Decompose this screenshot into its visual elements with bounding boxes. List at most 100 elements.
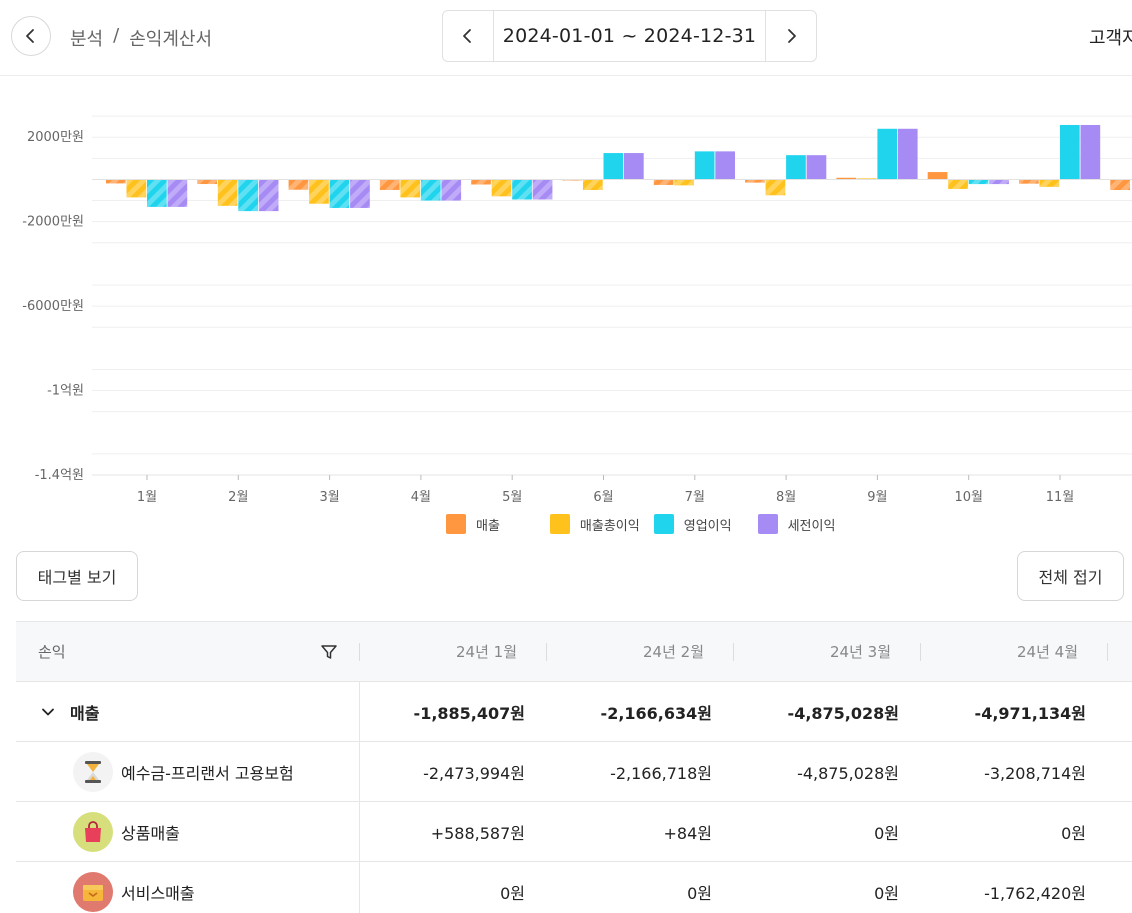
bar-pattern xyxy=(765,179,786,196)
value-cell: 0원 xyxy=(1061,823,1086,843)
header-cell-account: 손익 xyxy=(16,622,360,681)
breadcrumb-analysis[interactable]: 분석 xyxy=(70,29,104,50)
x-tick-label: 2월 xyxy=(228,490,248,505)
previous-period-button[interactable] xyxy=(443,11,494,61)
legend-item-pretax-profit[interactable]: 세전이익 xyxy=(757,514,836,534)
header-cell-month[interactable]: 24년 1월 xyxy=(360,622,547,681)
bar-pattern xyxy=(745,179,765,183)
bar-pattern xyxy=(309,179,329,204)
group-cell: 매출 xyxy=(16,682,360,741)
chart-legend: 매출 매출총이익 영업이익 세전이익 xyxy=(446,514,849,534)
y-tick-label: -1.4억원 xyxy=(35,468,84,483)
bar-1-8[interactable] xyxy=(856,178,877,180)
bar-3-10[interactable] xyxy=(1080,124,1101,180)
x-tick-label: 1월 xyxy=(137,490,157,505)
filter-icon[interactable] xyxy=(320,643,338,661)
bar-3-6[interactable] xyxy=(715,151,735,180)
bar-3-8[interactable] xyxy=(897,128,918,180)
x-tick-label: 3월 xyxy=(319,490,339,505)
bar-0-9[interactable] xyxy=(927,172,948,180)
bar-0-8[interactable] xyxy=(836,177,857,180)
bar-pattern xyxy=(674,179,694,186)
header-cell-month[interactable]: 24년 2월 xyxy=(547,622,734,681)
table-row[interactable]: 서비스매출 0원 0원 0원 -1,762,420원 xyxy=(16,862,1132,913)
legend-label-sales: 매출 xyxy=(476,518,500,534)
bar-pattern xyxy=(197,179,217,185)
next-period-button[interactable] xyxy=(765,11,816,61)
legend-label-pretax-profit: 세전이익 xyxy=(787,518,836,534)
bar-pattern xyxy=(147,179,167,207)
breadcrumb-current: 손익계산서 xyxy=(129,29,213,50)
account-label: 상품매출 xyxy=(121,823,180,843)
date-range-navigator: 2024-01-01 ~ 2024-12-31 xyxy=(442,10,817,62)
chart-canvas: 2000만원 -2000만원 -6000만원 -1억원 -1.4억원 1월 2월 3월 4월 5월… xyxy=(22,115,1132,505)
group-label: 매출 xyxy=(70,703,100,723)
service-box-icon xyxy=(73,871,113,912)
chevron-down-icon[interactable] xyxy=(40,704,56,720)
value-cell: 0원 xyxy=(500,883,525,903)
x-tick-label: 8월 xyxy=(776,490,796,505)
x-tick-label: 6월 xyxy=(593,490,613,505)
account-label: 서비스매출 xyxy=(121,883,195,903)
bar-pattern xyxy=(238,179,258,212)
bar-pattern xyxy=(420,179,441,201)
bar-pattern xyxy=(379,179,400,190)
bar-3-7[interactable] xyxy=(806,155,827,180)
bar-pattern xyxy=(1019,179,1039,184)
table-row[interactable]: 예수금-프리랜서 고용보험 -2,473,994원 -2,166,718원 -4… xyxy=(16,742,1132,802)
legend-item-sales[interactable]: 매출 xyxy=(446,514,500,534)
bar-2-7[interactable] xyxy=(786,155,806,180)
bar-pattern xyxy=(948,179,968,189)
value-cell: -2,166,634원 xyxy=(600,703,712,723)
value-cell: -2,166,718원 xyxy=(610,763,712,783)
breadcrumb-separator: / xyxy=(113,25,120,46)
account-cell: 상품매출 xyxy=(16,802,360,861)
value-cell: -1,885,407원 xyxy=(413,703,525,723)
bar-pattern xyxy=(329,179,350,208)
bar-2-8[interactable] xyxy=(877,128,898,180)
bar-pattern xyxy=(1039,179,1060,187)
y-tick-label: 2000만원 xyxy=(27,130,84,145)
legend-label-gross-profit: 매출총이익 xyxy=(579,518,640,534)
bar-2-5[interactable] xyxy=(603,153,624,180)
chevron-right-icon xyxy=(788,29,796,43)
x-tick-label: 10월 xyxy=(954,490,983,505)
breadcrumb: 분석 / 손익계산서 xyxy=(70,25,212,51)
legend-label-operating-profit: 영업이익 xyxy=(683,518,732,534)
legend-item-operating-profit[interactable]: 영업이익 xyxy=(653,514,732,534)
collapse-all-button[interactable]: 전체 접기 xyxy=(1017,551,1124,601)
bar-pattern xyxy=(167,179,188,207)
legend-swatch-sales xyxy=(446,514,466,534)
legend-swatch-operating-profit xyxy=(653,514,674,534)
value-cell: -3,208,714원 xyxy=(984,763,1086,783)
date-range-label[interactable]: 2024-01-01 ~ 2024-12-31 xyxy=(502,25,757,47)
value-cell: +588,587원 xyxy=(430,823,525,843)
table-header-row: 손익 24년 1월 24년 2월 24년 3월 24년 4월 xyxy=(16,621,1132,682)
account-cell: 서비스매출 xyxy=(16,862,360,913)
bar-pattern xyxy=(1110,179,1130,190)
chevron-left-icon xyxy=(26,29,34,43)
profit-loss-table: 손익 24년 1월 24년 2월 24년 3월 24년 4월 매출 -1,885… xyxy=(16,621,1132,913)
bar-pattern xyxy=(288,179,309,190)
bar-2-6[interactable] xyxy=(694,151,715,180)
table-row[interactable]: 상품매출 +588,587원 +84원 0원 0원 xyxy=(16,802,1132,862)
header-cell-month[interactable]: 24년 3월 xyxy=(734,622,921,681)
customer-menu[interactable]: 고객자 xyxy=(1089,28,1132,49)
tag-view-button[interactable]: 태그별 보기 xyxy=(16,551,138,601)
value-cell: 0원 xyxy=(874,823,899,843)
back-button[interactable] xyxy=(11,16,51,56)
bar-pattern xyxy=(653,179,674,185)
bar-2-10[interactable] xyxy=(1060,124,1080,180)
x-tick-label: 7월 xyxy=(685,490,705,505)
account-cell: 예수금-프리랜서 고용보험 xyxy=(16,742,360,801)
table-group-row-sales[interactable]: 매출 -1,885,407원 -2,166,634원 -4,875,028원 -… xyxy=(16,682,1132,742)
y-tick-label: -1억원 xyxy=(47,384,84,399)
header-cell-month[interactable]: 24년 4월 xyxy=(921,622,1108,681)
bar-pattern xyxy=(126,179,147,198)
legend-item-gross-profit[interactable]: 매출총이익 xyxy=(549,514,640,534)
bar-pattern xyxy=(512,179,532,200)
bar-3-5[interactable] xyxy=(624,153,644,180)
x-tick-label: 9월 xyxy=(867,490,887,505)
value-cell: -4,875,028원 xyxy=(797,763,899,783)
profit-loss-chart: 2000만원 -2000만원 -6000만원 -1억원 -1.4억원 1월 2월 3월 4월 5월… xyxy=(0,80,1132,545)
